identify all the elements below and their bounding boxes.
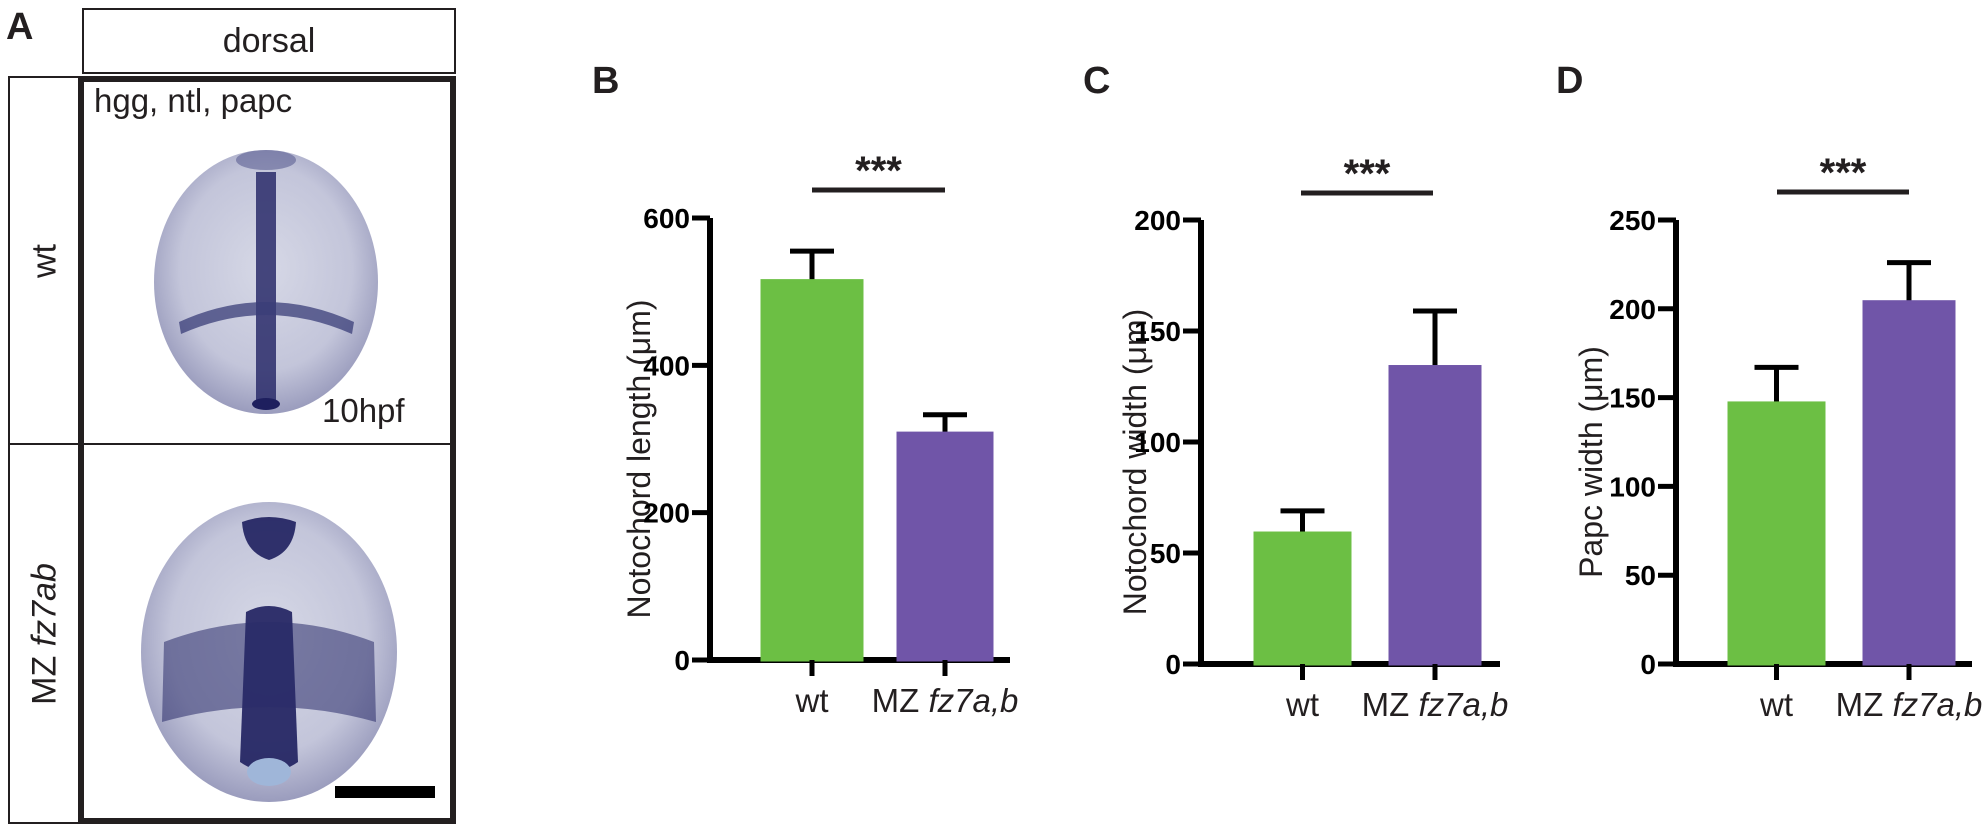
row-label-wt: wt xyxy=(25,243,64,278)
panel-a-letter: A xyxy=(6,6,34,48)
orientation-label: dorsal xyxy=(222,21,316,60)
embryo-image-frame xyxy=(78,76,456,824)
chart-papc-width: Papc width (μm) 0 50 100 150 200 250 wt MZ fz7a,… xyxy=(1573,151,1983,723)
y-tick-label: 150 xyxy=(1134,316,1181,347)
x-tick-label: wt xyxy=(1759,686,1793,723)
bar-0 xyxy=(760,279,864,662)
bar-0 xyxy=(1253,531,1352,666)
y-tick-label: 250 xyxy=(1609,205,1656,236)
y-tick-label: 0 xyxy=(1640,649,1656,680)
y-tick-label: 100 xyxy=(1609,471,1656,502)
embryo-micrographs xyxy=(141,150,397,802)
probe-label: hgg, ntl, papc xyxy=(94,82,293,119)
y-tick-label: 400 xyxy=(643,350,690,381)
stage-label: 10hpf xyxy=(322,392,405,429)
bar-1 xyxy=(1862,300,1956,666)
y-tick-label: 200 xyxy=(1609,294,1656,325)
scale-bar xyxy=(335,786,435,798)
y-tick-label: 0 xyxy=(1165,649,1181,680)
y-axis-title: Notochord width (μm) xyxy=(1117,309,1153,616)
mz-embryo xyxy=(141,502,397,802)
significance-marker: *** xyxy=(1344,152,1391,196)
row-divider xyxy=(8,443,452,445)
y-axis-title: Papc width (μm) xyxy=(1573,346,1609,578)
x-tick-label: MZ fz7a,b xyxy=(872,682,1019,719)
bar-0 xyxy=(1727,401,1826,666)
y-tick-label: 200 xyxy=(643,498,690,529)
x-tick-label: wt xyxy=(1285,686,1319,723)
y-tick-label: 50 xyxy=(1150,538,1181,569)
y-tick-label: 150 xyxy=(1609,383,1656,414)
panel-c-letter: C xyxy=(1083,60,1111,102)
panel-d-letter: D xyxy=(1556,60,1584,102)
panel-b-letter: B xyxy=(592,60,620,102)
significance-marker: *** xyxy=(1820,151,1867,195)
chart-notochord-length: Notochord length (μm) 0 200 400 600 wt MZ fz7a… xyxy=(621,149,1019,719)
y-tick-label: 200 xyxy=(1134,205,1181,236)
row-label-mz: MZ fz7ab xyxy=(25,562,64,705)
chart-notochord-width: Notochord width (μm) 0 50 100 150 200 wt MZ fz7… xyxy=(1117,152,1509,723)
row-label-mz-box: MZ fz7ab xyxy=(8,443,82,824)
bar-1 xyxy=(1388,365,1482,666)
y-axis-title: Notochord length (μm) xyxy=(621,299,657,618)
x-tick-label: MZ fz7a,b xyxy=(1362,686,1509,723)
orientation-header: dorsal xyxy=(82,8,456,74)
x-tick-label: MZ fz7a,b xyxy=(1836,686,1983,723)
wt-embryo xyxy=(154,150,378,414)
y-tick-label: 0 xyxy=(674,645,690,676)
y-tick-label: 50 xyxy=(1625,560,1656,591)
x-tick-label: wt xyxy=(795,682,829,719)
y-tick-label: 600 xyxy=(643,203,690,234)
row-label-wt-box: wt xyxy=(8,76,82,445)
bar-1 xyxy=(896,431,994,662)
y-tick-label: 100 xyxy=(1134,427,1181,458)
significance-marker: *** xyxy=(855,149,902,193)
